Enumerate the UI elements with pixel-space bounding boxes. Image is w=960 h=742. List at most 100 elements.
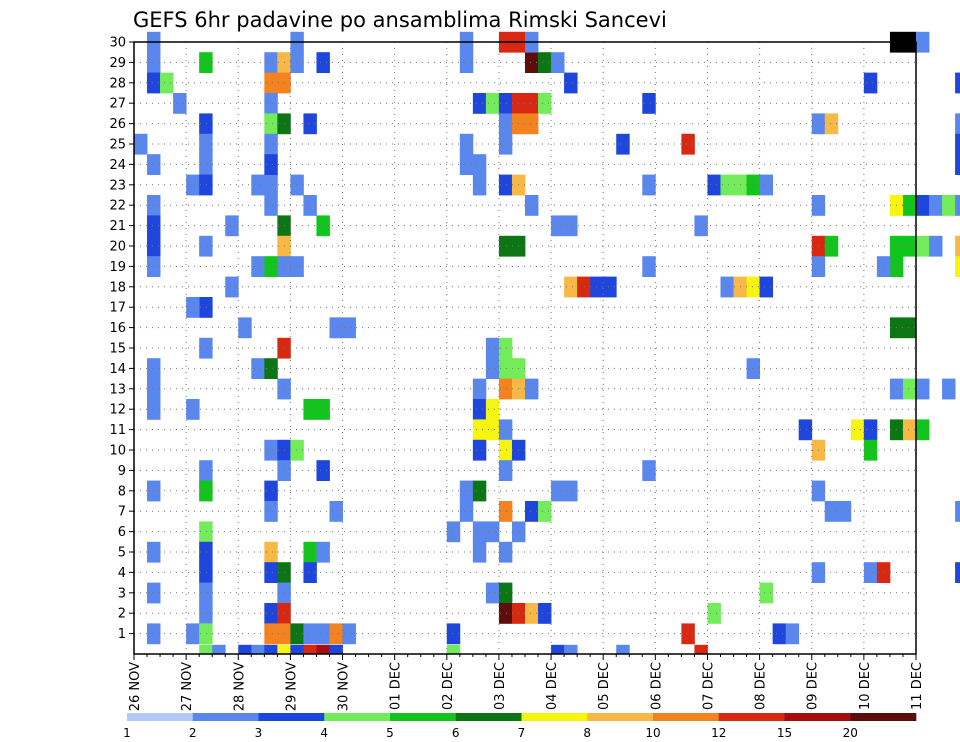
heatmap-cell [147,358,161,379]
heatmap-cell [290,174,304,196]
heatmap-cell [916,419,930,441]
heatmap-cell [942,378,956,400]
heatmap-cell [955,562,960,583]
x-tick-label: 30 NOV [337,662,352,711]
heatmap-cell [199,337,213,359]
heatmap-cell [498,358,513,379]
heatmap-cell [485,399,500,420]
heatmap-cell [720,174,734,196]
heatmap-cell [642,256,656,277]
heatmap-cell [316,399,330,420]
heatmap-cell [798,419,813,441]
heatmap-cell [303,623,317,645]
heatmap-cell [316,623,330,645]
heatmap-cell [264,480,278,502]
heatmap-cell [902,317,917,339]
grid-lines [134,42,916,654]
heatmap-cell [564,480,578,502]
heatmap-cell [342,623,356,645]
y-tick-label: 1 [118,627,126,642]
y-tick-label: 27 [109,97,126,112]
heatmap-cell [902,419,917,441]
heatmap-cell [264,52,278,73]
heatmap-cell [564,215,578,237]
heatmap-cell [485,521,500,543]
heatmap-cell [264,154,278,175]
heatmap-cell [251,174,265,196]
heatmap-cell [498,337,513,359]
x-tick-label: 27 NOV [180,662,195,711]
heatmap-cell [850,419,865,441]
heatmap-cell [290,256,304,277]
heatmap-cell [264,256,278,277]
x-tick-label: 06 DEC [649,662,664,710]
heatmap-cell [199,235,213,257]
colorbar-label: 20 [843,726,858,740]
heatmap-cell [472,480,487,502]
heatmap-cell [199,644,213,655]
heatmap-cell [459,154,474,175]
heatmap-cell [863,72,878,94]
heatmap-cell [876,256,891,277]
x-tick-label: 28 NOV [232,662,247,711]
heatmap-cell [199,113,213,135]
heatmap-cell [707,603,721,624]
heatmap-cell [498,460,513,481]
heatmap-cell [498,174,513,196]
colorbar-swatch [784,713,851,721]
heatmap-cell [329,623,343,645]
x-axis: 26 NOV 27 NOV 28 NOV 29 NOV 30 NOV 01 DEC 02 D… [128,654,925,711]
heatmap-cell [238,317,252,339]
heatmap-cell [199,480,213,502]
x-tick-label: 07 DEC [701,662,716,710]
heatmap-cell [955,501,960,522]
heatmap-cell [329,317,343,339]
heatmap-cell [498,582,513,604]
heatmap-cell [955,195,960,216]
heatmap-cell [147,582,161,604]
heatmap-cell [863,419,878,441]
heatmap-cell [147,378,161,400]
heatmap-cell [147,256,161,277]
heatmap-cell [929,235,943,257]
colorbar-label: 3 [255,726,263,740]
heatmap-cell [264,603,278,624]
heatmap-cell [238,644,252,655]
heatmap-cell [485,93,500,114]
y-tick-label: 29 [109,56,126,71]
colorbar-label: 2 [189,726,197,740]
heatmap-cell [472,174,487,196]
heatmap-cell [290,623,304,645]
heatmap-cell [147,541,161,563]
heatmap-cell [603,276,617,298]
y-tick-label: 17 [109,301,126,316]
heatmap-cell [264,93,278,114]
x-tick-label: 03 DEC [493,662,508,710]
colorbar-label: 7 [518,726,526,740]
heatmap-cell [459,133,474,155]
heatmap-cell [199,133,213,155]
heatmap-cell [916,195,930,216]
heatmap-cell [199,460,213,481]
heatmap-cell [564,72,578,94]
heatmap-cell [538,52,552,73]
heatmap-cell [316,215,330,237]
heatmap-cell [147,480,161,502]
colorbar-swatch [324,713,391,721]
heatmap-cell [264,541,278,563]
heatmap-cells [134,31,960,655]
heatmap-cell [199,52,213,73]
y-tick-label: 4 [118,566,126,581]
heatmap-cell [863,439,878,461]
heatmap-cell [472,378,487,400]
heatmap-cell [316,644,330,655]
colorbar-label: 4 [320,726,328,740]
heatmap-cell [186,174,200,196]
heatmap-cell [199,603,213,624]
y-tick-label: 13 [109,382,126,397]
x-tick-label: 26 NOV [128,662,143,711]
heatmap-cell [303,541,317,563]
heatmap-cell [642,93,656,114]
heatmap-cell [902,195,917,216]
heatmap-cell [498,133,513,155]
